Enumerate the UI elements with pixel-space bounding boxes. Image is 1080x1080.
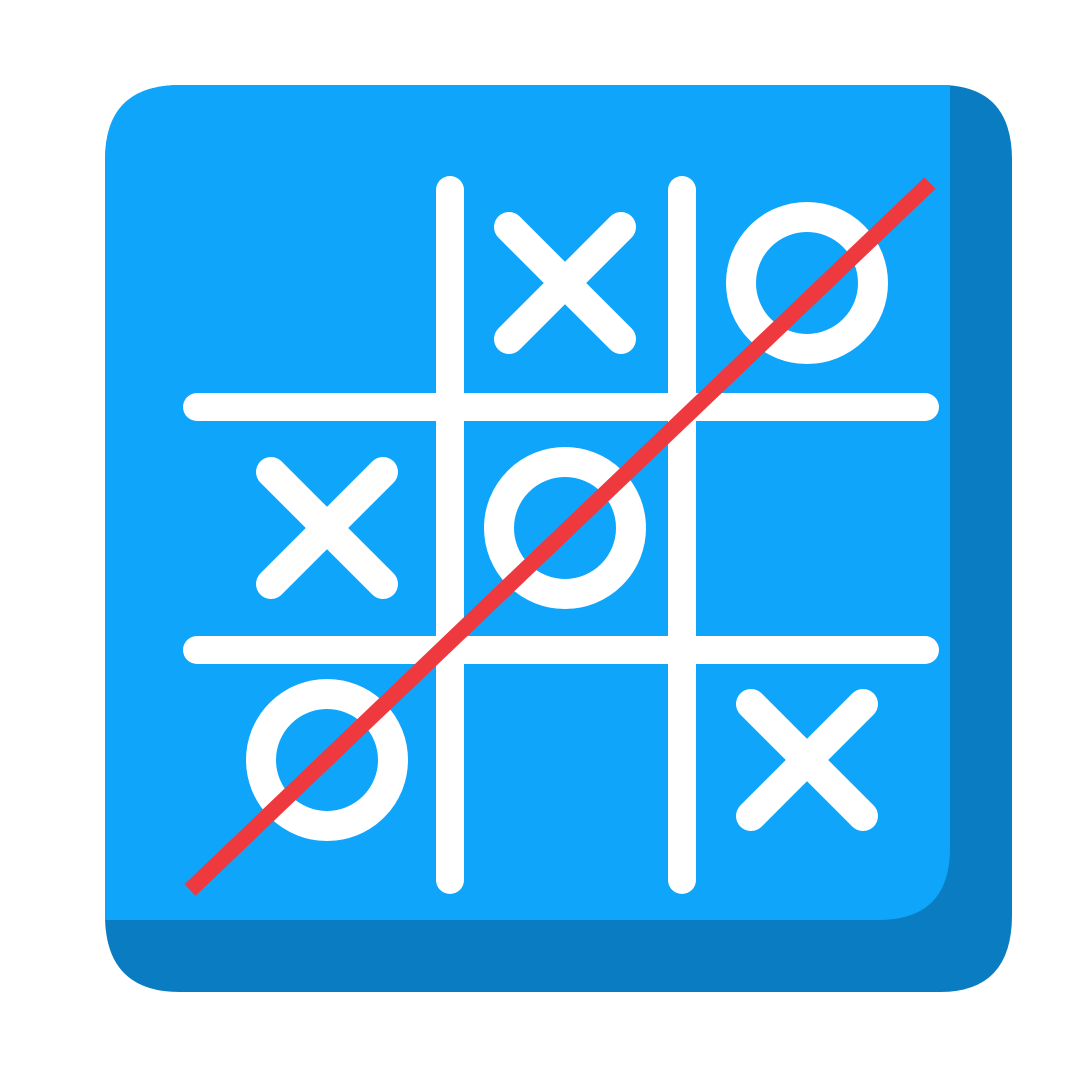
x-mark-r1c2	[494, 212, 636, 354]
winning-strike-line	[184, 177, 936, 896]
x-mark-r3c3	[736, 689, 878, 831]
x-stroke-b	[736, 689, 878, 831]
x-stroke-b	[256, 457, 398, 599]
x-mark-r2c1	[256, 457, 398, 599]
board-marks	[246, 202, 888, 841]
board-grid	[183, 176, 939, 894]
o-mark-r1c3	[726, 202, 888, 364]
x-stroke-b	[494, 212, 636, 354]
o-mark-r3c1	[246, 679, 408, 841]
o-mark-r2c2	[484, 447, 646, 609]
